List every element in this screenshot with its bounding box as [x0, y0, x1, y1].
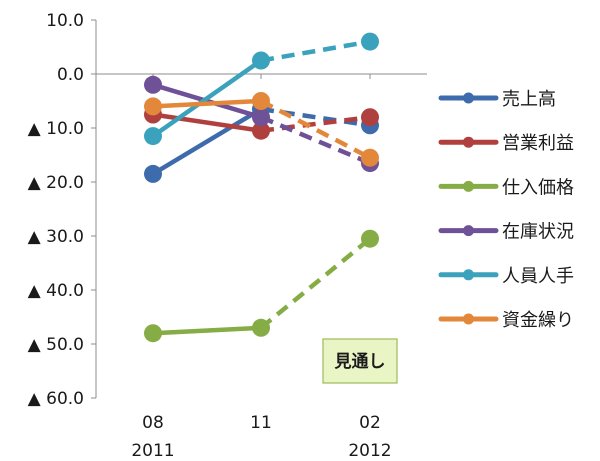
y-tick-label: ▲ 20.0	[28, 173, 84, 193]
legend-swatch-marker	[463, 225, 474, 237]
series-line-forecast	[259, 236, 372, 330]
series-line-forecast	[260, 114, 371, 133]
data-point	[252, 92, 270, 110]
legend-item: 営業利益	[438, 133, 574, 154]
y-tick-label: ▲ 40.0	[28, 281, 84, 301]
y-tick-label: 10.0	[46, 11, 84, 31]
legend-item: 売上高	[438, 89, 556, 110]
data-point	[144, 97, 162, 116]
legend-swatch-marker	[463, 313, 474, 325]
series-line	[150, 112, 264, 133]
data-point	[144, 324, 162, 343]
data-point	[252, 318, 270, 337]
legend-label: 売上高	[502, 89, 556, 110]
data-point	[252, 51, 270, 70]
data-point	[144, 164, 162, 183]
data-point	[144, 75, 162, 94]
legend-item: 仕入価格	[438, 177, 574, 198]
y-tick-label: ▲ 50.0	[28, 335, 84, 355]
legend-item: 資金繰り	[438, 310, 574, 331]
series-4	[144, 32, 379, 146]
x-year-label: 2011	[131, 441, 174, 461]
legend-swatch-marker	[463, 136, 474, 148]
data-point	[252, 108, 270, 127]
x-tick-label: 11	[250, 413, 272, 433]
data-point	[144, 127, 162, 146]
series-line	[150, 58, 264, 139]
y-tick-label: 0.0	[57, 65, 84, 85]
legend-label: 人員人手	[502, 266, 574, 287]
y-ticks: 10.0 0.0 ▲ 10.0 ▲ 20.0 ▲ 30.0 ▲ 40.0 ▲ 50.0 ▲ 6…	[28, 11, 96, 409]
legend-swatch-marker	[463, 269, 474, 281]
x-year-label: 2012	[348, 441, 391, 461]
series-line-forecast	[260, 106, 371, 128]
data-point	[361, 32, 379, 51]
series-line	[150, 98, 264, 109]
series-layer	[144, 32, 379, 343]
legend-label: 仕入価格	[502, 177, 574, 198]
series-line-forecast	[259, 99, 372, 160]
series-line	[150, 325, 264, 336]
series-line	[150, 106, 264, 177]
y-tick-label: ▲ 60.0	[28, 389, 84, 409]
x-tick-label: 02	[359, 413, 381, 433]
legend-label: 営業利益	[502, 133, 574, 154]
data-point	[361, 108, 379, 127]
forecast-box	[322, 338, 398, 384]
legend-item: 人員人手	[438, 266, 574, 287]
x-ticks: 08 2011 11 02 2012	[131, 74, 392, 461]
y-tick-label: ▲ 10.0	[28, 119, 84, 139]
legend-label: 在庫状況	[502, 222, 574, 243]
legend-item: 在庫状況	[438, 222, 574, 243]
data-point	[252, 121, 270, 140]
x-tick-label: 08	[142, 413, 164, 433]
legend-swatch-marker	[463, 92, 474, 104]
series-2	[144, 229, 379, 343]
legend-label: 資金繰り	[502, 310, 574, 331]
series-5	[144, 92, 379, 167]
legend-swatch-marker	[463, 180, 474, 192]
forecast-annotation: 見通し	[322, 338, 398, 384]
data-point	[361, 148, 379, 167]
forecast-label: 見通し	[334, 352, 386, 372]
y-tick-label: ▲ 30.0	[28, 227, 84, 247]
data-point	[361, 229, 379, 248]
series-line-forecast	[260, 39, 371, 63]
